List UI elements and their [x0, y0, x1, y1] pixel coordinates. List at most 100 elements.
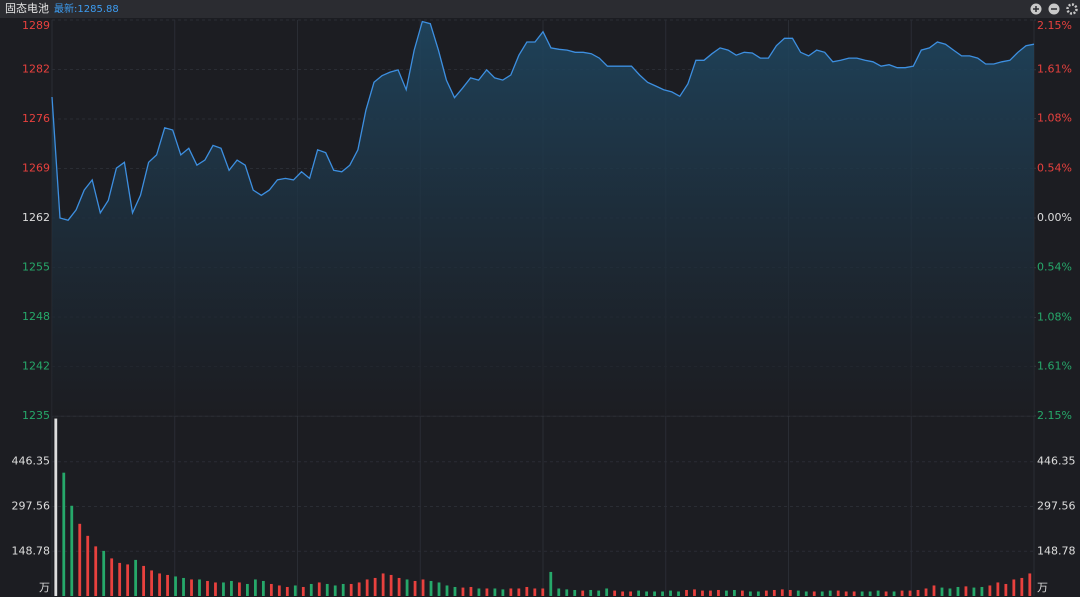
volume-bar — [477, 588, 481, 596]
header-icons[interactable] — [1030, 3, 1078, 15]
volume-bar — [525, 586, 529, 596]
volume-bar — [333, 585, 337, 596]
price-area — [52, 21, 1034, 416]
volume-bar — [804, 591, 808, 596]
volume-bar — [836, 590, 840, 596]
volume-bar — [293, 585, 297, 596]
volume-bar — [94, 546, 98, 596]
volume-bar — [581, 590, 585, 596]
volume-bar — [573, 589, 577, 596]
volume-bar — [677, 591, 680, 596]
y-tick-label: 1255 — [22, 261, 50, 274]
price-line — [51, 20, 1035, 221]
volume-bar — [373, 577, 377, 596]
volume-bar — [924, 588, 928, 596]
latest-price: 最新:1285.88 — [54, 2, 119, 15]
volume-bar — [110, 558, 114, 596]
volume-bar — [948, 588, 952, 596]
y-tick-label: 1282 — [22, 63, 50, 76]
volume-bar — [70, 505, 74, 596]
y2-tick-label: 0.00% — [1037, 211, 1072, 224]
volume-bar — [142, 565, 146, 596]
volume-bar — [198, 579, 201, 596]
volume-bar — [246, 583, 249, 596]
volume-bar — [772, 589, 776, 596]
volume-bar — [988, 585, 992, 596]
y-tick-label: 1269 — [22, 162, 50, 175]
volume-bar — [389, 574, 393, 596]
volume-unit: 万 — [39, 581, 50, 594]
header-bar — [0, 0, 1080, 18]
y-tick-label: 1248 — [22, 310, 50, 323]
volume-bar — [956, 586, 960, 596]
volume-bar — [828, 590, 832, 596]
volume-bar — [285, 586, 289, 596]
volume-bar — [230, 580, 233, 596]
y-tick-label: 1242 — [22, 360, 50, 373]
volume-bar — [421, 579, 425, 596]
volume-bar — [238, 582, 241, 596]
volume-bar — [1012, 579, 1016, 596]
y-tick-label: 1289 — [22, 19, 50, 32]
volume-bar — [357, 582, 361, 596]
volume-bar — [453, 586, 457, 596]
volume-bar — [661, 591, 664, 596]
volume-tick-label: 297.56 — [12, 500, 51, 513]
volume-bar — [733, 589, 736, 596]
y-tick-label: 1262 — [22, 211, 50, 224]
volume-bar — [102, 550, 106, 596]
volume-bar — [429, 580, 433, 596]
y2-tick-label: 1.08% — [1037, 310, 1072, 323]
volume-tick-label-right: 446.35 — [1037, 455, 1076, 468]
volume-bar — [214, 582, 217, 596]
volume-bar — [437, 582, 441, 596]
y2-tick-label: 0.54% — [1037, 161, 1072, 174]
volume-tick-label: 446.35 — [12, 455, 51, 468]
volume-tick-label: 148.78 — [12, 544, 51, 557]
volume-bar — [748, 591, 752, 596]
volume-bar — [852, 591, 856, 596]
volume-bar — [533, 588, 537, 596]
y2-tick-label: 1.08% — [1037, 112, 1072, 125]
volume-bar — [126, 564, 130, 596]
volume-bar — [166, 574, 169, 596]
volume-bar — [892, 591, 896, 596]
y-tick-label: 1235 — [22, 409, 50, 422]
volume-bar — [629, 591, 633, 596]
volume-bar — [876, 590, 880, 596]
volume-bar — [740, 590, 744, 596]
volume-bar — [118, 562, 122, 596]
volume-bar — [557, 588, 561, 596]
volume-bar — [397, 577, 401, 596]
volume-bar — [709, 590, 712, 596]
volume-bar — [261, 580, 265, 596]
volume-bar — [317, 582, 321, 596]
zoom-in-glyph — [1033, 6, 1039, 12]
volume-bar — [501, 589, 505, 596]
volume-bar — [309, 583, 313, 596]
volume-bar — [860, 591, 864, 596]
volume-tick-label-right: 297.56 — [1037, 500, 1076, 513]
volume-bar — [725, 590, 728, 596]
volume-bar — [645, 591, 648, 596]
volume-bar — [565, 589, 569, 596]
volume-bar — [589, 589, 593, 596]
volume-bar — [253, 579, 257, 596]
volume-bar — [277, 585, 281, 596]
volume-bar — [653, 591, 656, 596]
volume-bar — [86, 535, 90, 596]
volume-bar — [884, 591, 888, 596]
volume-bar — [940, 587, 944, 596]
volume-bar — [916, 589, 920, 596]
volume-bar — [405, 579, 409, 596]
volume-bar — [812, 591, 816, 596]
volume-bar — [597, 590, 601, 596]
volume-bar — [301, 586, 305, 596]
volume-bar — [78, 523, 82, 596]
settings-icon[interactable] — [1066, 3, 1078, 15]
volume-bar — [788, 589, 792, 596]
volume-bar — [613, 590, 617, 596]
volume-bar — [932, 585, 936, 596]
volume-bar — [158, 573, 161, 596]
volume-bar — [469, 586, 473, 596]
